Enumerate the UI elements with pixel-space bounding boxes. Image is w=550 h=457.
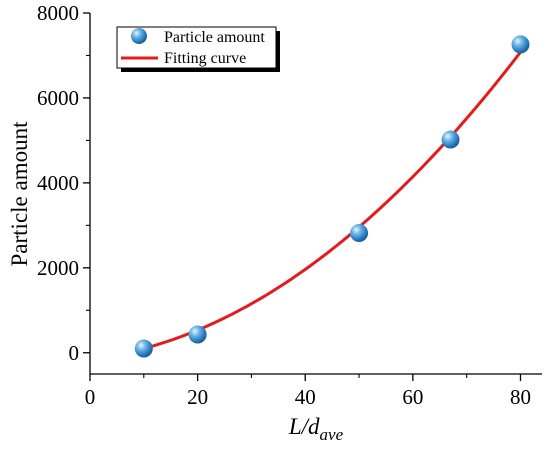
x-tick-label: 80 — [510, 385, 531, 409]
legend-label-fitting-curve: Fitting curve — [164, 50, 246, 67]
data-point — [350, 223, 369, 242]
y-tick-label: 0 — [69, 341, 80, 365]
data-points — [134, 35, 530, 358]
x-tick-label: 60 — [402, 385, 423, 409]
data-point — [188, 325, 207, 344]
x-tick-label: 0 — [85, 385, 96, 409]
y-tick-label: 6000 — [37, 86, 79, 110]
y-tick-label: 4000 — [37, 171, 79, 195]
y-axis-ticks: 0 2000 4000 6000 8000 — [37, 1, 90, 365]
x-axis-title: L/dave — [288, 414, 344, 444]
x-axis-title-subscript: ave — [320, 425, 344, 444]
plot-area — [90, 13, 542, 374]
x-tick-label: 20 — [187, 385, 208, 409]
x-tick-label: 40 — [295, 385, 316, 409]
x-axis-title-main: L/d — [288, 414, 320, 439]
y-tick-label: 8000 — [37, 1, 79, 25]
data-point — [511, 35, 530, 54]
data-point — [441, 130, 460, 149]
legend-marker-particle-amount — [131, 28, 147, 44]
x-axis-ticks: 0 20 40 60 80 — [85, 374, 531, 409]
y-tick-label: 2000 — [37, 256, 79, 280]
legend-label-particle-amount: Particle amount — [164, 29, 265, 46]
fitting-curve-line — [143, 51, 522, 350]
legend: Particle amount Fitting curve — [116, 26, 280, 72]
data-point — [134, 339, 153, 358]
y-axis-title: Particle amount — [7, 121, 32, 267]
